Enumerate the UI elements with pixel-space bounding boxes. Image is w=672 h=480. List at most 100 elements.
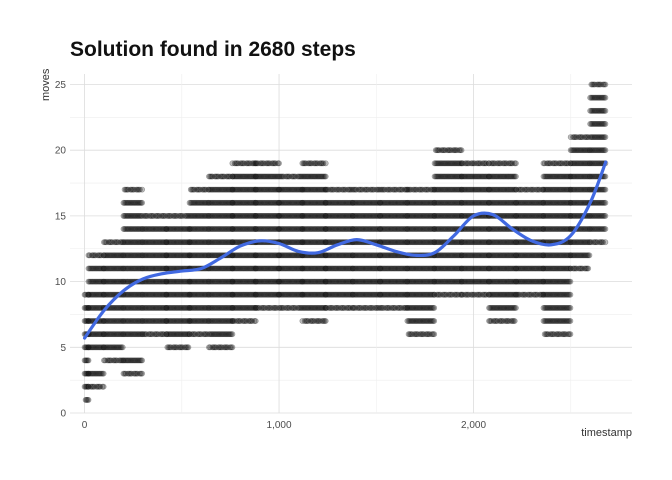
data-point xyxy=(89,304,95,311)
data-point xyxy=(229,344,236,351)
data-point xyxy=(87,291,94,298)
data-point xyxy=(83,357,90,364)
data-point xyxy=(81,370,88,377)
data-point xyxy=(87,265,94,272)
data-point xyxy=(104,344,111,351)
data-point xyxy=(112,357,119,364)
data-point xyxy=(86,265,93,272)
data-point xyxy=(94,291,101,298)
data-point xyxy=(83,396,90,403)
data-point xyxy=(83,318,90,324)
data-point xyxy=(87,318,94,324)
data-point xyxy=(81,344,88,351)
data-point xyxy=(85,304,92,311)
data-point xyxy=(118,357,125,364)
data-point xyxy=(90,344,96,351)
data-point xyxy=(98,291,105,298)
data-point xyxy=(82,304,89,311)
data-point xyxy=(85,383,92,390)
data-point xyxy=(96,252,102,259)
data-point xyxy=(114,344,120,351)
data-point xyxy=(90,291,96,298)
data-point xyxy=(85,304,92,311)
data-point xyxy=(102,344,109,351)
data-point xyxy=(92,331,99,338)
data-point xyxy=(322,318,329,324)
data-point xyxy=(93,278,100,285)
data-point xyxy=(96,331,102,338)
data-point xyxy=(99,265,106,272)
data-point xyxy=(100,370,107,377)
data-point xyxy=(91,383,98,390)
data-point xyxy=(89,331,95,338)
data-point xyxy=(89,278,95,285)
data-point xyxy=(100,331,107,338)
data-point xyxy=(97,278,103,285)
data-point xyxy=(97,252,103,259)
data-point xyxy=(87,370,94,377)
data-point xyxy=(99,370,106,377)
data-point xyxy=(119,344,126,351)
data-point xyxy=(98,278,105,285)
data-point xyxy=(97,265,103,272)
data-point xyxy=(86,344,93,351)
data-point xyxy=(139,199,145,206)
data-point xyxy=(91,370,98,377)
data-point xyxy=(229,331,236,338)
data-point xyxy=(98,252,105,259)
data-point xyxy=(94,370,101,377)
data-point xyxy=(94,265,101,272)
data-point xyxy=(93,383,100,390)
data-point xyxy=(87,304,94,311)
data-point xyxy=(252,318,259,324)
data-point xyxy=(98,318,105,324)
data-point xyxy=(92,291,99,298)
data-point xyxy=(85,370,92,377)
data-point xyxy=(100,265,107,272)
data-point xyxy=(458,147,465,154)
data-point xyxy=(99,331,106,338)
data-point xyxy=(85,370,92,377)
data-point xyxy=(92,252,99,259)
data-point xyxy=(111,357,118,364)
data-point xyxy=(100,344,107,351)
data-point xyxy=(92,278,99,285)
data-point xyxy=(99,344,106,351)
data-point xyxy=(100,252,107,259)
data-point xyxy=(99,278,106,285)
data-point xyxy=(96,383,102,390)
data-point xyxy=(105,344,112,351)
data-point xyxy=(84,291,91,298)
data-point xyxy=(81,291,88,298)
data-point xyxy=(97,370,103,377)
data-point xyxy=(82,370,89,377)
data-point xyxy=(91,304,98,311)
data-point xyxy=(99,318,106,324)
data-point xyxy=(93,265,100,272)
data-point xyxy=(322,173,329,180)
data-point xyxy=(92,265,99,272)
data-point xyxy=(114,357,120,364)
data-point xyxy=(91,291,98,298)
data-point xyxy=(90,304,96,311)
data-point xyxy=(90,265,96,272)
data-point xyxy=(89,252,95,259)
data-point xyxy=(90,252,96,259)
data-point xyxy=(94,344,101,351)
data-point xyxy=(89,265,95,272)
data-point xyxy=(89,344,95,351)
data-point xyxy=(91,278,98,285)
data-point xyxy=(109,344,116,351)
data-point xyxy=(81,383,88,390)
data-point xyxy=(86,278,93,285)
data-point xyxy=(84,344,91,351)
data-point xyxy=(101,344,107,351)
data-point xyxy=(585,265,592,272)
data-point xyxy=(96,304,102,311)
data-point xyxy=(513,173,519,180)
data-point xyxy=(85,291,92,298)
data-point xyxy=(115,344,121,351)
data-point xyxy=(81,318,88,324)
data-point xyxy=(101,357,107,364)
data-point xyxy=(139,370,145,377)
